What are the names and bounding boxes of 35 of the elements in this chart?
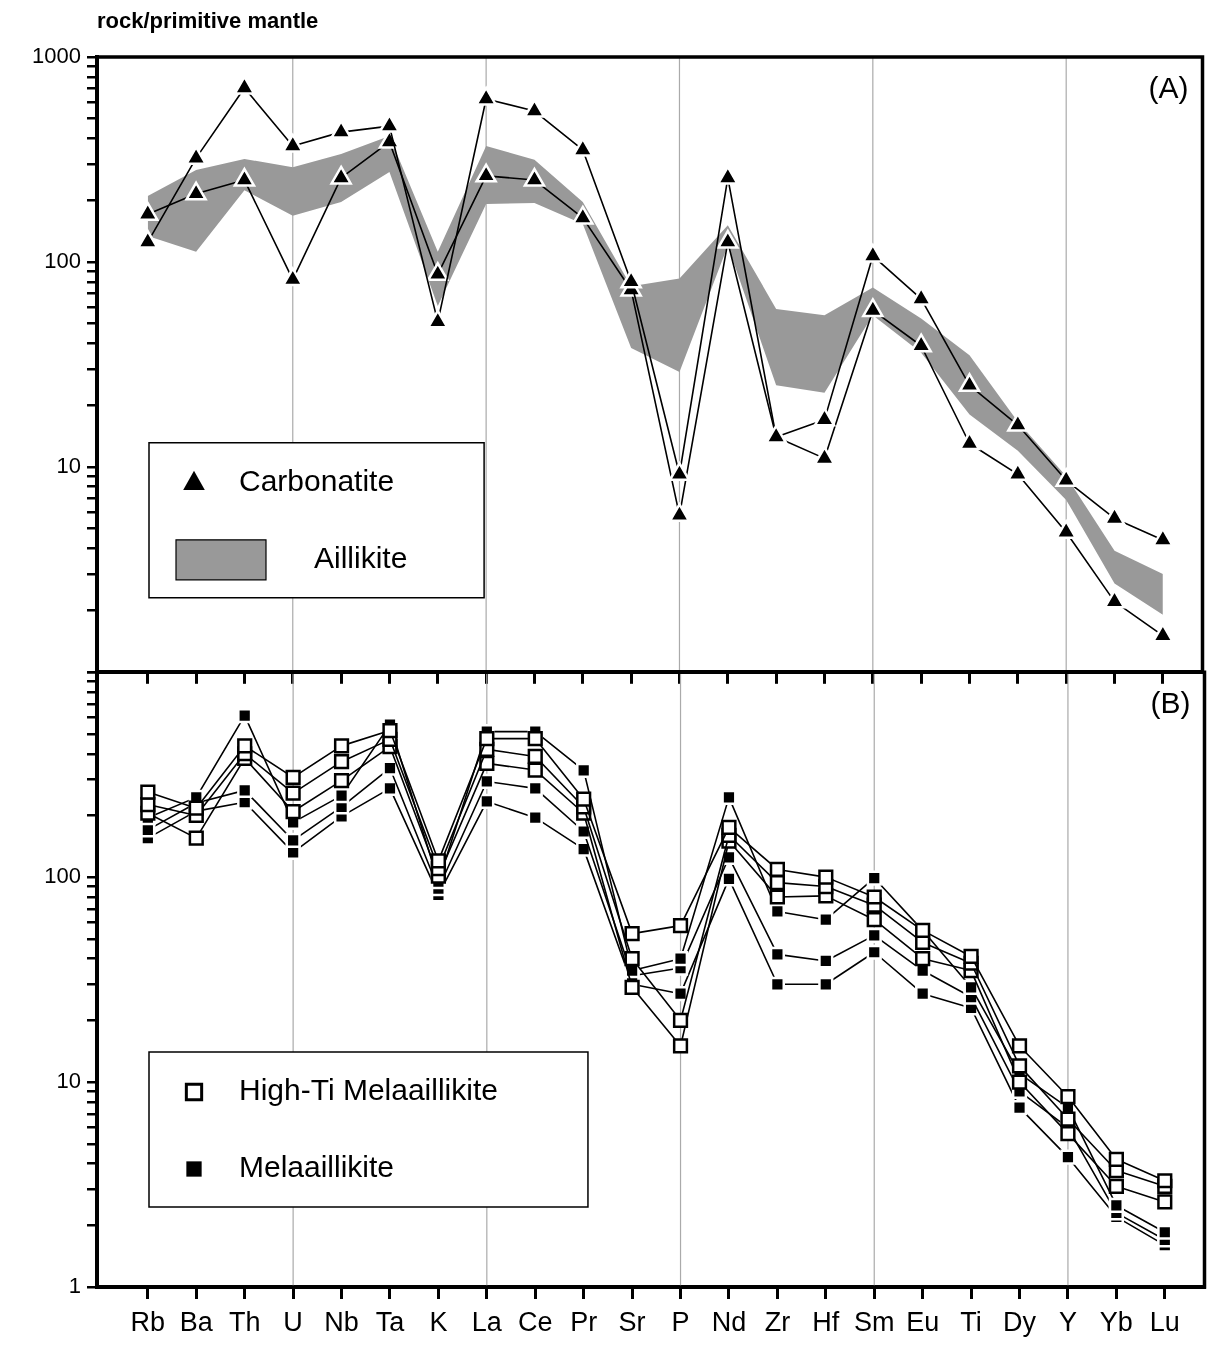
y-tick-label: 100 bbox=[44, 863, 81, 889]
x-tick-label: Pr bbox=[570, 1306, 598, 1337]
y-tick-label: 10 bbox=[56, 452, 81, 478]
legend-label: Melaaillikite bbox=[239, 1150, 395, 1184]
x-tick-label: Dy bbox=[1003, 1306, 1037, 1337]
x-tick-label: Sr bbox=[618, 1306, 646, 1337]
x-tick-label: Nb bbox=[324, 1306, 359, 1337]
x-tick-label: Y bbox=[1058, 1306, 1077, 1337]
x-tick-label: Sm bbox=[853, 1306, 895, 1337]
y-tick-label: 1 bbox=[68, 1273, 81, 1299]
x-tick-label: Ba bbox=[179, 1306, 214, 1337]
y-tick-label: 100 bbox=[44, 248, 81, 273]
x-tick-label: Ti bbox=[960, 1306, 982, 1337]
x-tick-label: Ta bbox=[375, 1306, 406, 1337]
y-tick-label: 1000 bbox=[32, 43, 81, 69]
y-axis-title: rock/primitive mantle bbox=[97, 8, 319, 34]
x-tick-label: Hf bbox=[812, 1306, 840, 1337]
x-tick-label: K bbox=[429, 1306, 448, 1337]
legend-label: Aillikite bbox=[314, 541, 408, 575]
x-tick-label: P bbox=[671, 1306, 690, 1337]
x-tick-label: Zr bbox=[764, 1306, 791, 1337]
legend-label: High-Ti Melaaillikite bbox=[239, 1073, 498, 1107]
x-tick-label: La bbox=[471, 1306, 503, 1337]
y-tick-label: 10 bbox=[56, 1068, 81, 1094]
x-tick-label: Rb bbox=[130, 1306, 166, 1337]
x-tick-label: Lu bbox=[1149, 1306, 1180, 1337]
legend-label: Carbonatite bbox=[239, 464, 395, 498]
x-tick-label: Th bbox=[228, 1306, 261, 1337]
annotation: (B) bbox=[1150, 686, 1191, 720]
x-tick-label: Nd bbox=[711, 1306, 747, 1337]
x-tick-label: U bbox=[283, 1306, 303, 1337]
x-tick-label: Yb bbox=[1099, 1306, 1133, 1337]
x-tick-label: Eu bbox=[906, 1306, 940, 1337]
x-tick-label: Ce bbox=[518, 1306, 553, 1337]
annotation: (A) bbox=[1148, 71, 1189, 105]
